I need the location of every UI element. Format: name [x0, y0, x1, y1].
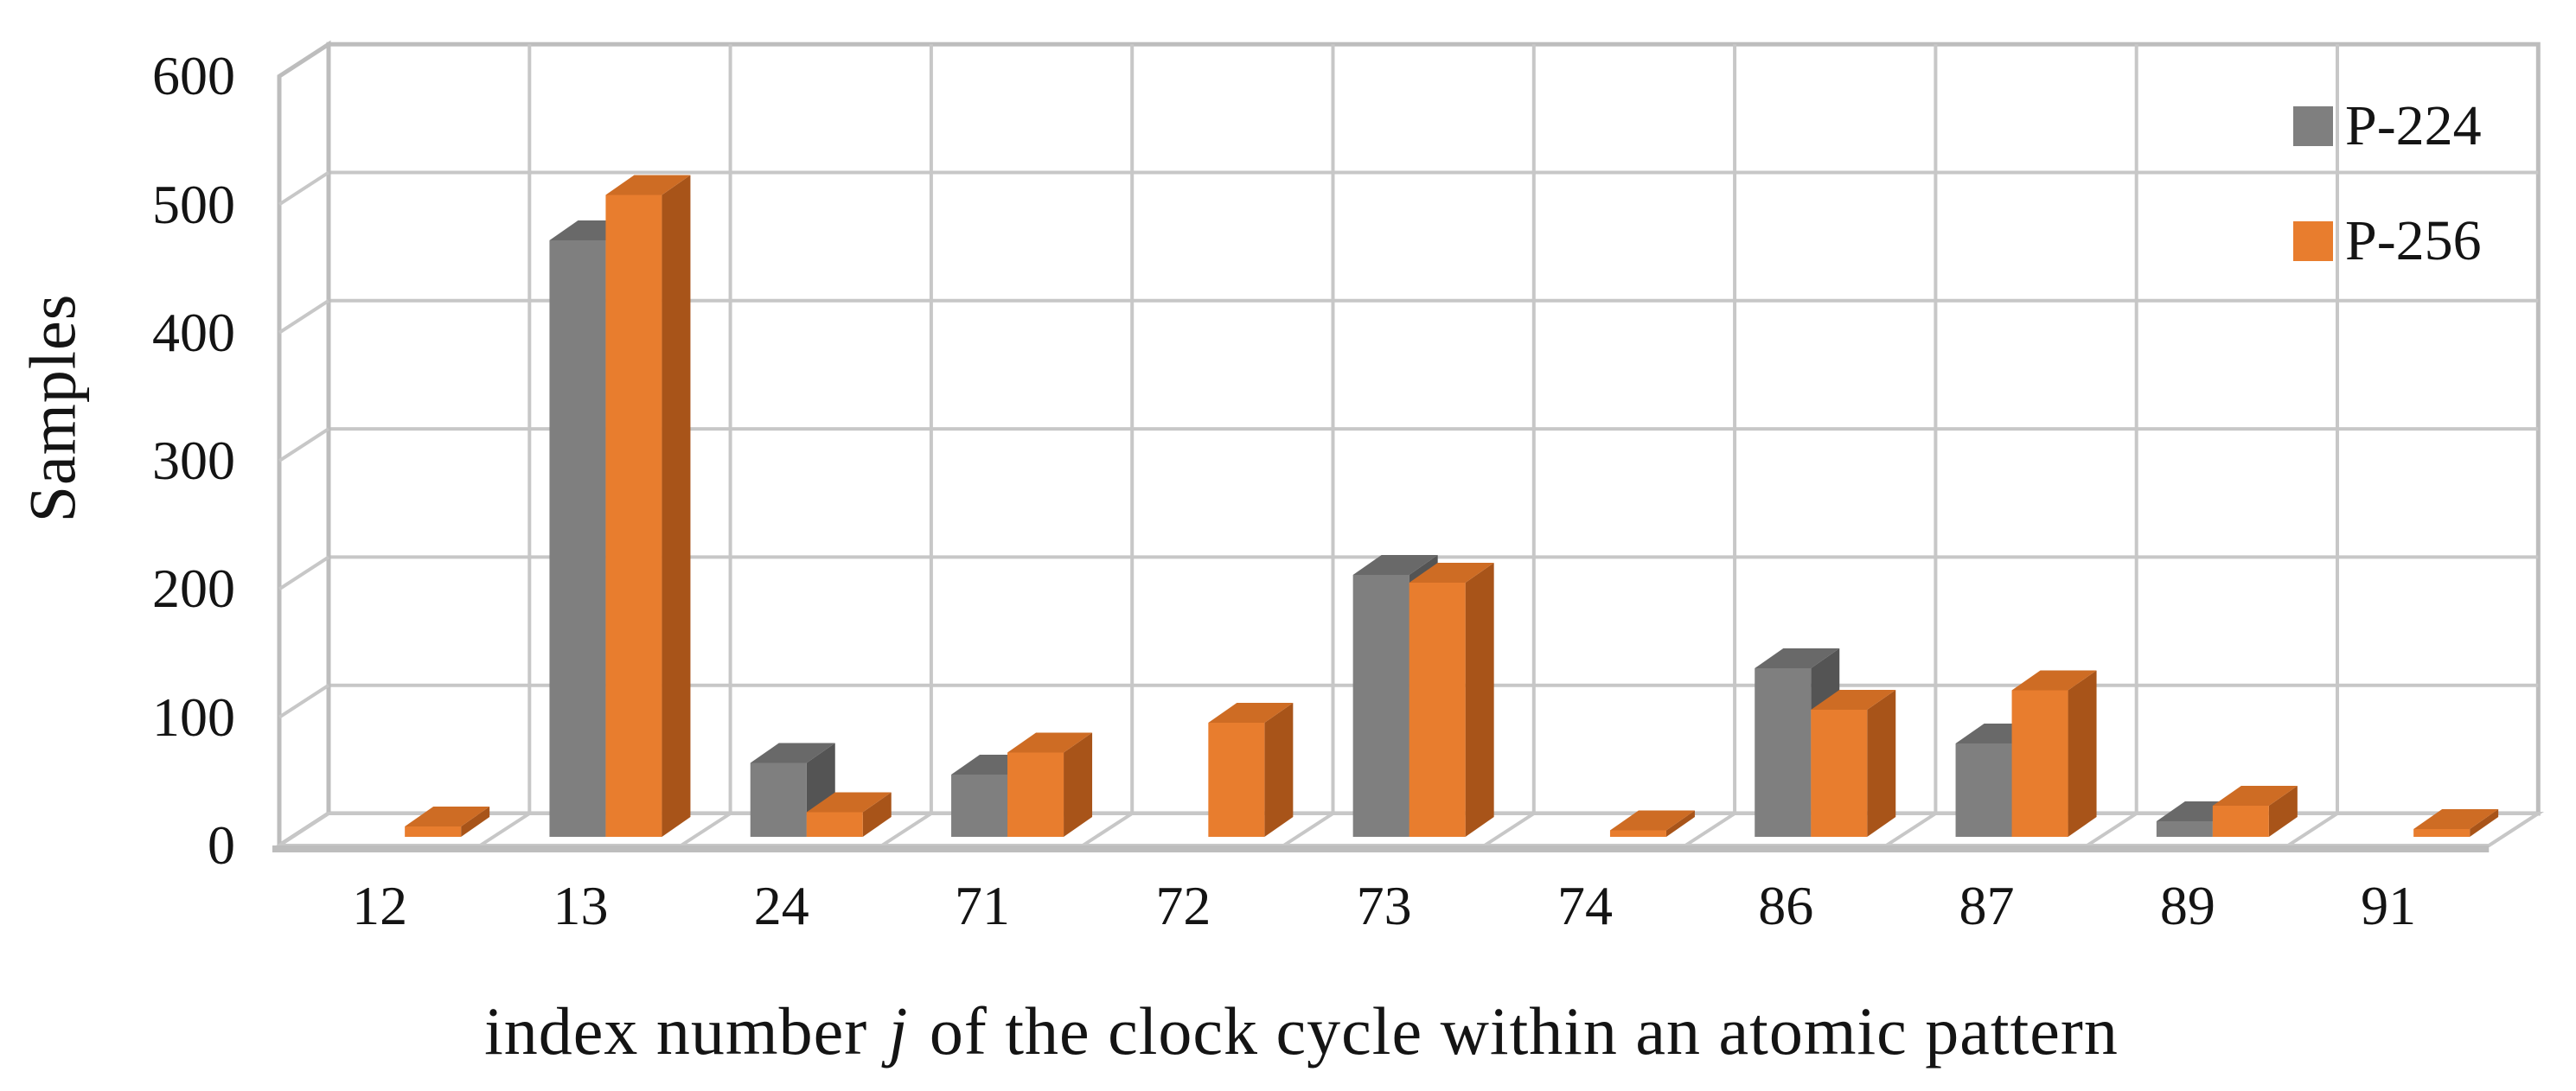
x-category-label-74: 74: [1556, 875, 1613, 936]
x-category-label-71: 71: [955, 875, 1011, 936]
y-tick-label-100: 100: [152, 686, 235, 748]
bar-p256-87: [2011, 690, 2068, 837]
bar-side-p256-86: [1867, 690, 1896, 837]
floor-divider: [2086, 812, 2138, 847]
bar-top-p256-91: [2413, 809, 2499, 829]
bar-side-p256-12: [461, 807, 490, 837]
left-wall-gridline-100: [278, 684, 330, 719]
bar-top-p256-87: [2011, 670, 2097, 691]
bar-p224-89: [2156, 821, 2213, 837]
bar-p224-71: [951, 775, 1008, 837]
legend-item-p256: P-256: [2293, 210, 2482, 272]
left-wall-gridline-300: [278, 427, 330, 463]
bar-side-p256-91: [2470, 809, 2499, 837]
bar-side-p256-71: [1064, 732, 1093, 837]
floor-divider: [680, 812, 732, 847]
y-tick-label-400: 400: [152, 301, 235, 363]
x-axis-title: index number j of the clock cycle within…: [484, 992, 2119, 1070]
bar-side-p256-24: [862, 792, 892, 837]
bar-p256-13: [605, 195, 662, 837]
bar-p256-71: [1007, 752, 1064, 837]
floor-divider: [880, 812, 932, 847]
x-axis-title-variable: j: [888, 993, 909, 1069]
legend-label-p224: P-224: [2345, 94, 2482, 157]
x-category-label-87: 87: [1959, 875, 2015, 936]
bar-side-p256-87: [2068, 670, 2097, 837]
bar-top-p256-73: [1409, 563, 1494, 583]
y-tick-label-0: 0: [208, 814, 235, 876]
x-category-label-12: 12: [352, 875, 408, 936]
bar-p256-91: [2413, 829, 2471, 837]
bar-side-p256-13: [662, 175, 691, 837]
floor-divider: [2286, 812, 2339, 847]
bar-top-p256-71: [1007, 732, 1093, 753]
x-category-label-89: 89: [2159, 875, 2215, 936]
x-axis-title-pre: index number: [484, 993, 868, 1069]
bar-top-p256-86: [1811, 690, 1896, 710]
bar-top-p224-24: [750, 743, 835, 763]
legend-label-p256: P-256: [2345, 209, 2482, 272]
y-tick-label-200: 200: [152, 558, 235, 620]
floor-divider: [479, 812, 531, 847]
left-wall-gridline-400: [278, 299, 330, 335]
y-tick-label-500: 500: [152, 173, 235, 235]
bar-p256-73: [1409, 583, 1466, 837]
bar-p256-89: [2212, 806, 2269, 837]
left-wall-gridline-200: [278, 555, 330, 591]
bar-top-p256-74: [1609, 810, 1695, 831]
bar-p224-13: [549, 240, 606, 837]
bar-top-p224-86: [1755, 648, 1840, 668]
bar-p224-73: [1352, 575, 1409, 837]
left-wall-gridline-500: [278, 170, 330, 207]
floor-divider: [2488, 812, 2540, 847]
floor-divider: [1082, 812, 1134, 847]
bar-side-p256-74: [1665, 810, 1695, 837]
legend-item-p224: P-224: [2293, 95, 2482, 157]
bar-top-p256-72: [1208, 703, 1294, 723]
floor-divider: [1684, 812, 1736, 847]
floor-divider: [1483, 812, 1535, 847]
bar-p224-24: [750, 762, 807, 837]
bar-side-p256-89: [2268, 786, 2298, 837]
bar-p256-12: [405, 826, 462, 837]
bar-p256-72: [1208, 723, 1265, 837]
bar-top-p256-89: [2212, 786, 2298, 806]
bar-top-p224-73: [1352, 555, 1438, 575]
y-tick-label-600: 600: [152, 45, 235, 107]
bar-top-p256-24: [806, 792, 892, 813]
bar-top-p256-13: [605, 175, 691, 195]
floor-divider: [1282, 812, 1334, 847]
floor-divider: [1885, 812, 1937, 847]
x-category-label-24: 24: [753, 875, 809, 936]
bar-p256-86: [1811, 710, 1868, 837]
bar-p224-87: [1955, 743, 2012, 837]
x-category-label-91: 91: [2361, 875, 2417, 936]
legend-swatch-p224: [2293, 106, 2333, 146]
bar-side-p256-72: [1264, 703, 1294, 837]
x-axis-title-post: of the clock cycle within an atomic patt…: [929, 993, 2119, 1069]
legend-swatch-p256: [2293, 221, 2333, 261]
bar-p224-86: [1755, 668, 1812, 837]
y-tick-label-300: 300: [152, 430, 235, 492]
x-category-label-86: 86: [1758, 875, 1814, 936]
floor-divider: [278, 812, 330, 847]
bar-p256-24: [806, 812, 863, 837]
bar-top-p256-12: [405, 807, 490, 826]
bar-side-p256-73: [1465, 563, 1494, 837]
x-category-label-72: 72: [1155, 875, 1211, 936]
bar-p256-74: [1609, 830, 1666, 837]
x-category-label-13: 13: [553, 875, 609, 936]
x-category-label-73: 73: [1356, 875, 1412, 936]
